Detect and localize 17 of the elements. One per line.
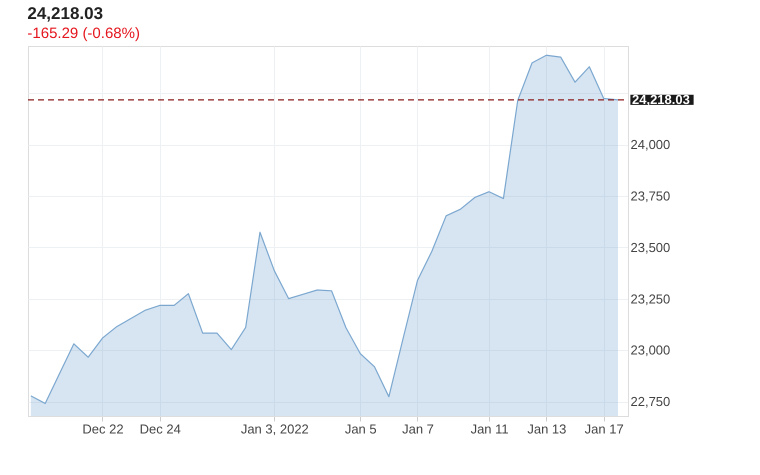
y-tick-label: 23,000 bbox=[630, 342, 670, 358]
x-tick-label: Jan 3, 2022 bbox=[240, 422, 309, 436]
x-tick-label: Jan 5 bbox=[344, 422, 377, 436]
x-tick-label: Jan 11 bbox=[470, 422, 509, 436]
x-tick-label: Jan 7 bbox=[402, 422, 434, 436]
y-tick-label: 23,750 bbox=[630, 188, 670, 204]
x-tick-label: Jan 17 bbox=[584, 422, 624, 436]
y-tick-label: 24,000 bbox=[630, 137, 670, 152]
y-tick-label: 23,250 bbox=[630, 291, 670, 306]
chart-title: 24,218.03 bbox=[27, 4, 104, 23]
chart-subtitle: -165.29 (-0.68%) bbox=[27, 25, 140, 42]
x-tick-label: Dec 22 bbox=[82, 422, 124, 436]
x-tick-label: Dec 24 bbox=[140, 422, 181, 436]
x-tick-label: Jan 13 bbox=[527, 422, 566, 436]
ref-line-label: 24,218.03 bbox=[632, 92, 690, 107]
y-tick-label: 22,750 bbox=[630, 394, 670, 410]
y-tick-label: 23,500 bbox=[630, 240, 670, 255]
